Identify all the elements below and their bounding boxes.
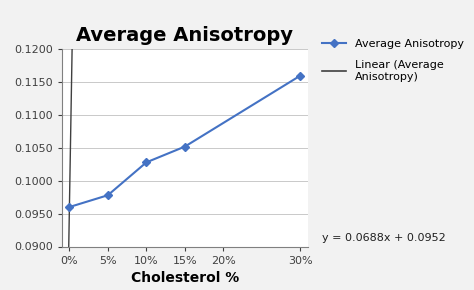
Text: y = 0.0688x + 0.0952: y = 0.0688x + 0.0952: [322, 233, 446, 243]
Legend: Average Anisotropy, Linear (Average
Anisotropy): Average Anisotropy, Linear (Average Anis…: [318, 35, 469, 86]
X-axis label: Cholesterol %: Cholesterol %: [131, 271, 239, 285]
Title: Average Anisotropy: Average Anisotropy: [76, 26, 293, 45]
